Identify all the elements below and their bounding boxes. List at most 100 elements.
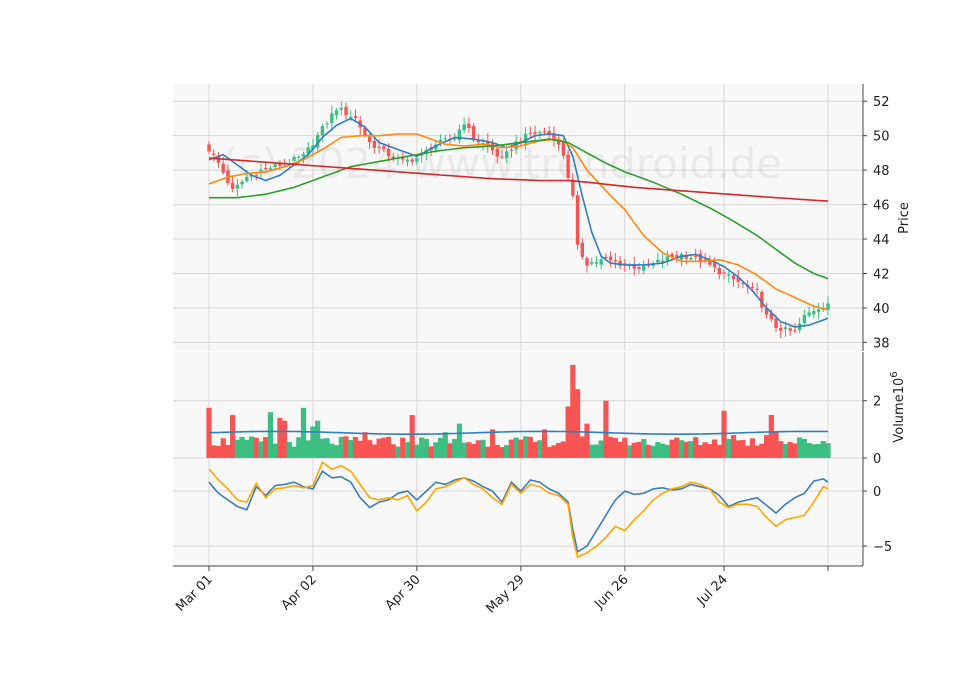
volume-bar [702,442,708,458]
volume-axis-label-text: Volume [892,394,907,442]
candle-down [221,163,225,173]
volume-bar [546,447,552,458]
volume-bar [343,436,349,458]
volume-bar [234,439,240,458]
candle-up [462,124,466,131]
volume-bar [456,423,463,458]
candle-up [590,262,594,264]
candle-up [665,256,670,261]
volume-bar [716,444,722,458]
volume-bar [660,443,666,458]
candle-down [580,242,584,257]
candle-down [779,327,783,331]
oscillator-tick-label: −5 [873,540,892,555]
candle-up [240,181,244,185]
candle-down [684,254,688,259]
volume-bar [782,443,789,458]
candle-up [443,138,447,140]
volume-tick-label: 2 [873,395,881,410]
volume-bar [556,442,562,458]
candle-up [434,144,438,150]
volume-bar [518,439,524,458]
price-tick-label: 52 [873,95,890,110]
candle-down [788,328,792,331]
candlesticks [207,101,830,339]
volume-bar [522,436,529,458]
candle-up [334,110,339,116]
volume-bar [395,446,401,458]
candle-down [708,259,712,265]
volume-bar [244,439,250,458]
volume-bar [598,440,604,458]
candle-down [207,144,211,152]
candle-up [235,184,240,189]
candle-up [642,265,646,271]
x-tick-label: Apr 30 [383,572,424,613]
candle-up [415,158,419,162]
candle-up [802,315,807,324]
volume-bar [286,442,292,458]
volume-bar [825,443,831,458]
volume-axis-unit: 10 [892,378,907,395]
oscillator-tick-label: 0 [873,485,881,500]
candle-up [523,133,528,144]
volume-bar [811,444,817,458]
volume-bar [452,438,458,458]
candle-down [722,272,726,274]
volume-bar [437,437,444,458]
candle-down [632,263,636,269]
candle-up [339,108,344,110]
volume-bar [433,442,439,458]
candle-up [438,139,443,144]
volume-bar [475,440,481,458]
volume-bar [608,436,614,458]
volume-bar [655,442,661,458]
volume-bar [773,432,779,458]
candle-down [741,282,745,284]
candle-down [585,258,589,266]
candle-up [807,312,811,316]
price-tick-label: 40 [873,302,890,317]
volume-bar [442,432,448,458]
volume-bar [296,437,302,458]
candle-down [712,262,717,268]
volume-bar [721,410,727,458]
volume-bar [763,435,770,458]
x-tick-labels: Mar 01 Apr 02 Apr 30 May 29 Jun 26 Jul 24 [173,572,731,616]
candle-down [774,318,778,328]
candle-up [812,310,816,315]
volume-bar [560,441,566,458]
volume-bar [324,438,330,458]
volume-bar [513,437,519,458]
volume-bar [471,443,477,458]
volume-bar [282,420,288,458]
x-tick-label: Jul 24 [694,572,731,609]
candle-down [793,330,797,332]
candle-up [453,138,457,140]
volume-bar [291,446,297,458]
candle-down [604,256,608,259]
volume-bar [329,443,335,458]
candle-up [349,116,353,118]
candle-down [212,153,216,155]
volume-axis-label: Volume106 [889,371,907,442]
volume-bar [277,417,283,458]
candle-up [292,156,296,161]
volume-bar [404,442,411,458]
price-axis-label: Price [897,202,912,234]
volume-bar [206,407,212,458]
candle-down [731,275,736,280]
candle-up [538,132,542,134]
volume-bar [338,436,344,458]
price-tick-label: 44 [873,233,890,248]
candle-down [736,277,740,282]
candle-down [490,143,495,151]
oscillator-line-osc-b [208,461,829,559]
candle-up [273,164,277,167]
candle-up [315,134,320,148]
volume-bar [409,415,415,458]
candle-down [500,156,504,158]
candle-up [816,309,821,312]
candle-down [566,154,570,178]
volume-bar [636,441,642,458]
